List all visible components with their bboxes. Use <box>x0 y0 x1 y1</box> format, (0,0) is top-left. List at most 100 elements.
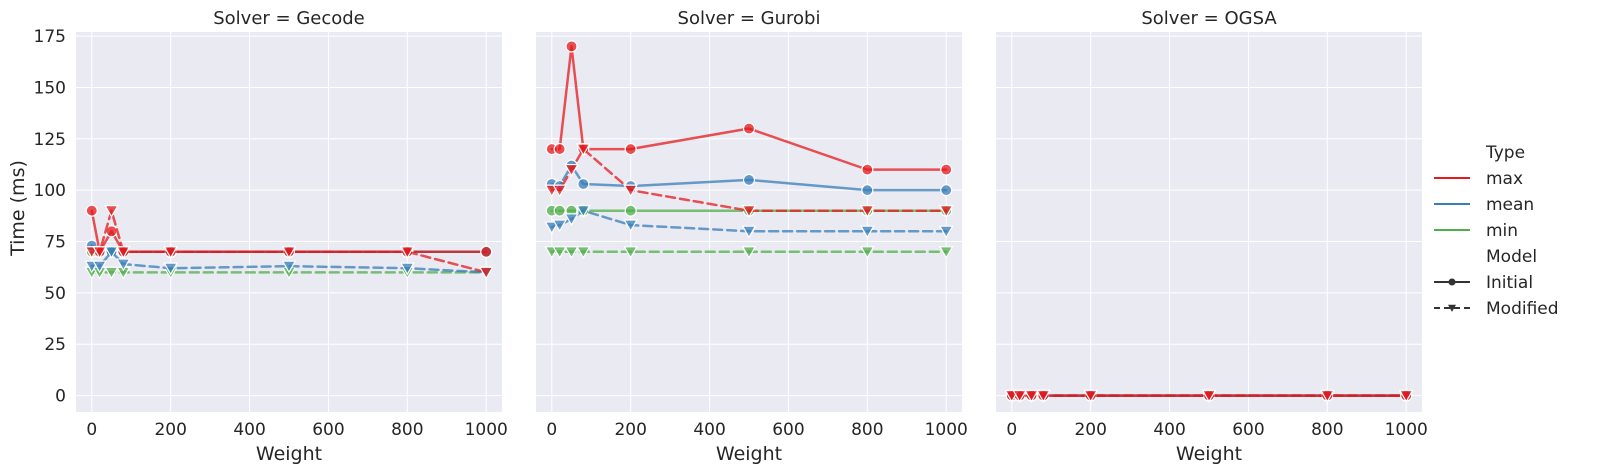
data-point-mean-modified <box>623 219 639 233</box>
panel-solver-ogsa: Solver = OGSA 0 200 400 600 800 1000 Weight <box>996 8 1428 465</box>
data-point-min-modified <box>741 246 757 260</box>
legend-marker-modified <box>1447 304 1457 312</box>
x-tick-label: 0 <box>1006 420 1017 440</box>
x-tick-label: 1000 <box>925 420 968 440</box>
y-tick-label: 100 <box>34 181 66 201</box>
legend-title-model: Model <box>1486 247 1537 267</box>
data-point-max-initial <box>742 122 756 135</box>
data-point-max-modified <box>623 184 639 198</box>
data-point-max-initial <box>861 163 874 176</box>
x-tick-label: 400 <box>233 420 265 440</box>
data-point-min-initial <box>624 204 637 217</box>
data-point-min-initial <box>553 204 566 217</box>
series-line-max-modified <box>550 147 948 212</box>
x-axis-title: Weight <box>716 443 782 465</box>
series-line-max-initial <box>550 45 948 171</box>
data-point-mean-initial <box>940 184 953 197</box>
data-point-max-modified <box>478 266 494 280</box>
data-point-max-initial <box>480 245 493 258</box>
x-tick-label: 1000 <box>465 420 508 440</box>
panel-background <box>76 32 502 412</box>
legend-label-max: max <box>1486 169 1523 189</box>
x-tick-label: 200 <box>1074 420 1106 440</box>
y-tick-label: 0 <box>55 387 66 407</box>
data-point-mean-modified <box>564 213 579 227</box>
legend-label-mean: mean <box>1486 195 1534 215</box>
x-tick-label: 1000 <box>1385 420 1428 440</box>
data-point-mean-modified <box>281 260 297 274</box>
data-point-max-modified <box>564 163 579 177</box>
x-axis-title: Weight <box>256 443 322 465</box>
data-point-min-modified <box>859 246 875 260</box>
legend: Type max mean min Model Initial Modified <box>1434 143 1559 319</box>
x-axis-title: Weight <box>1176 443 1242 465</box>
x-tick-label: 0 <box>546 420 557 440</box>
series-line-mean-modified <box>90 250 488 274</box>
x-tick-label: 400 <box>693 420 725 440</box>
data-point-max-modified <box>1319 389 1335 403</box>
data-point-max-modified <box>938 205 954 218</box>
data-point-min-modified <box>104 266 119 280</box>
data-point-mean-modified <box>115 258 131 272</box>
data-point-mean-initial <box>861 184 874 197</box>
panel-background <box>536 32 962 412</box>
x-tick-label: 800 <box>1311 420 1343 440</box>
legend-label-initial: Initial <box>1486 273 1533 293</box>
x-tick-label: 0 <box>86 420 97 440</box>
data-point-mean-modified <box>741 225 757 239</box>
data-point-max-modified <box>1035 389 1051 403</box>
data-point-max-initial <box>565 40 578 53</box>
data-point-mean-modified <box>859 225 875 239</box>
data-point-max-initial <box>85 204 98 217</box>
data-point-mean-modified <box>104 246 119 260</box>
x-tick-label: 800 <box>851 420 883 440</box>
panel-title: Solver = Gecode <box>213 8 365 29</box>
panel-solver-gurobi: Solver = Gurobi 0 200 400 600 800 1000 Weight <box>536 8 968 465</box>
data-point-max-modified <box>741 205 757 218</box>
data-point-max-modified <box>859 205 875 218</box>
data-point-min-modified <box>575 246 591 260</box>
data-point-min-modified <box>938 246 954 260</box>
data-point-max-modified <box>163 246 179 260</box>
y-tick-label: 150 <box>34 78 66 98</box>
panel-solver-gecode: Solver = Gecode 0 25 50 75 100 125 150 175 0 200 40… <box>34 8 508 465</box>
data-point-max-modified <box>1398 389 1414 403</box>
data-point-mean-modified <box>399 262 415 276</box>
x-tick-label: 200 <box>614 420 646 440</box>
data-point-min-modified <box>623 246 639 260</box>
legend-label-min: min <box>1486 221 1518 241</box>
data-point-max-modified <box>1201 389 1217 403</box>
y-tick-label: 175 <box>34 27 66 47</box>
legend-marker-initial <box>1448 278 1456 286</box>
y-tick-label: 50 <box>44 284 66 304</box>
x-tick-label: 600 <box>772 420 804 440</box>
y-tick-label: 75 <box>44 233 66 253</box>
data-point-mean-modified <box>938 225 954 239</box>
data-point-mean-modified <box>544 221 560 235</box>
x-tick-label: 200 <box>154 420 186 440</box>
data-point-max-modified <box>1083 389 1099 403</box>
data-point-max-modified <box>115 246 131 260</box>
data-point-max-initial <box>940 163 953 176</box>
panel-background <box>996 32 1422 412</box>
data-point-min-modified <box>564 246 579 260</box>
data-point-max-modified <box>552 184 568 198</box>
y-tick-label: 125 <box>34 130 66 150</box>
x-tick-label: 600 <box>1232 420 1264 440</box>
panel-title: Solver = OGSA <box>1141 8 1277 29</box>
data-point-max-modified <box>1024 389 1039 403</box>
series-line-max-modified <box>90 209 488 274</box>
data-point-max-modified <box>399 246 415 260</box>
x-tick-label: 800 <box>391 420 423 440</box>
data-point-mean-initial <box>742 173 756 186</box>
data-point-max-modified <box>92 246 108 260</box>
y-axis-title: Time (ms) <box>7 160 29 257</box>
data-point-max-modified <box>575 143 591 157</box>
data-point-max-modified <box>281 246 297 260</box>
panel-title: Solver = Gurobi <box>678 8 821 29</box>
data-point-mean-modified <box>575 205 591 218</box>
data-point-max-modified <box>1012 389 1028 403</box>
legend-label-modified: Modified <box>1486 299 1559 319</box>
data-point-max-modified <box>104 205 119 218</box>
